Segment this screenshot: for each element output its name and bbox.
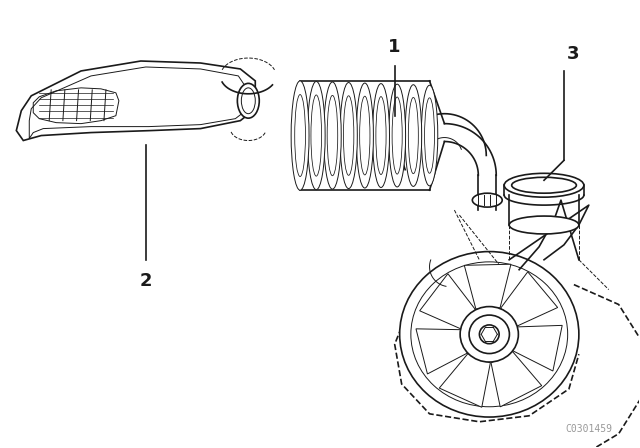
Polygon shape xyxy=(513,325,562,371)
Polygon shape xyxy=(420,274,476,329)
Ellipse shape xyxy=(421,85,438,186)
Ellipse shape xyxy=(405,85,422,186)
Ellipse shape xyxy=(509,216,579,234)
Polygon shape xyxy=(500,272,557,326)
Ellipse shape xyxy=(340,82,357,189)
Ellipse shape xyxy=(460,306,518,362)
Polygon shape xyxy=(491,351,541,407)
Polygon shape xyxy=(464,264,511,309)
Text: C0301459: C0301459 xyxy=(565,424,612,434)
Text: 1: 1 xyxy=(388,38,401,56)
Ellipse shape xyxy=(479,325,499,344)
Ellipse shape xyxy=(388,84,406,187)
Ellipse shape xyxy=(237,83,259,118)
Text: 3: 3 xyxy=(567,45,579,63)
Ellipse shape xyxy=(291,81,309,190)
Ellipse shape xyxy=(372,84,390,187)
Ellipse shape xyxy=(324,82,341,189)
Ellipse shape xyxy=(472,193,502,207)
Polygon shape xyxy=(439,353,490,407)
Polygon shape xyxy=(416,329,468,374)
Ellipse shape xyxy=(504,173,584,197)
Polygon shape xyxy=(17,61,255,141)
Ellipse shape xyxy=(307,82,325,190)
Ellipse shape xyxy=(469,315,509,353)
Ellipse shape xyxy=(356,83,373,188)
Text: 2: 2 xyxy=(140,271,152,290)
Ellipse shape xyxy=(399,252,579,417)
